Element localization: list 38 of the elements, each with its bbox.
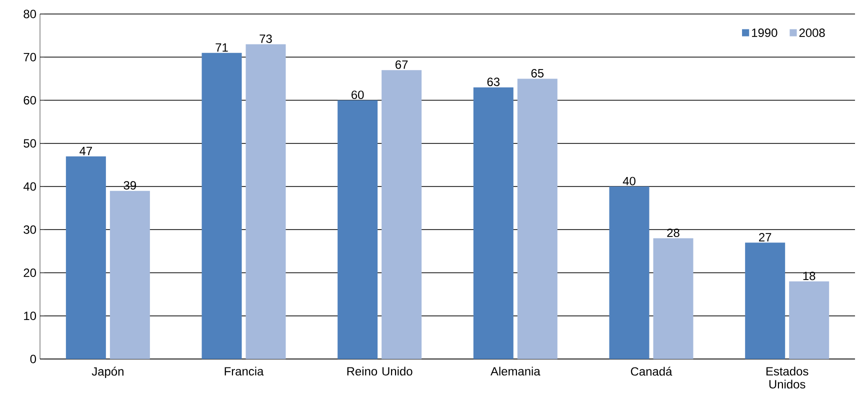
bar xyxy=(338,100,378,359)
data-label: 27 xyxy=(759,233,772,242)
bar xyxy=(246,44,286,359)
x-tick-label: Estados Unidos xyxy=(766,366,808,388)
y-tick-label: 70 xyxy=(24,52,36,62)
y-tick-label: 60 xyxy=(24,96,36,104)
data-label: 67 xyxy=(396,60,408,69)
x-tick-label: Alemania xyxy=(490,366,540,376)
x-tick-label: Japón xyxy=(92,366,124,378)
legend-label: 2008 xyxy=(799,28,825,37)
bar xyxy=(609,186,650,359)
data-label: 63 xyxy=(487,78,500,86)
bar xyxy=(653,238,694,359)
y-tick-label: 10 xyxy=(24,312,36,320)
bar xyxy=(473,87,514,359)
x-tick-label: Reino Unido xyxy=(347,366,412,376)
data-label: 71 xyxy=(216,43,228,52)
y-tick-label: 40 xyxy=(23,182,36,191)
bar xyxy=(745,242,786,359)
data-label: 47 xyxy=(80,146,92,156)
legend-label: 1990 xyxy=(752,28,778,37)
y-tick-label: 20 xyxy=(24,268,36,277)
bar xyxy=(382,70,422,359)
bar xyxy=(202,52,242,359)
bar xyxy=(517,78,558,359)
bar xyxy=(66,156,106,359)
data-label: 60 xyxy=(352,90,364,100)
y-tick-label: 50 xyxy=(24,139,36,148)
x-tick-label: Francia xyxy=(224,366,264,376)
bar xyxy=(110,190,150,359)
data-label: 40 xyxy=(622,176,636,186)
y-tick-label: 30 xyxy=(24,225,36,234)
y-tick-label: 0 xyxy=(30,354,36,364)
y-tick-label: 80 xyxy=(24,10,36,18)
x-tick-label: Canadá xyxy=(630,366,672,376)
data-label: 73 xyxy=(260,34,272,43)
data-label: 65 xyxy=(531,69,544,78)
bar xyxy=(789,281,830,359)
